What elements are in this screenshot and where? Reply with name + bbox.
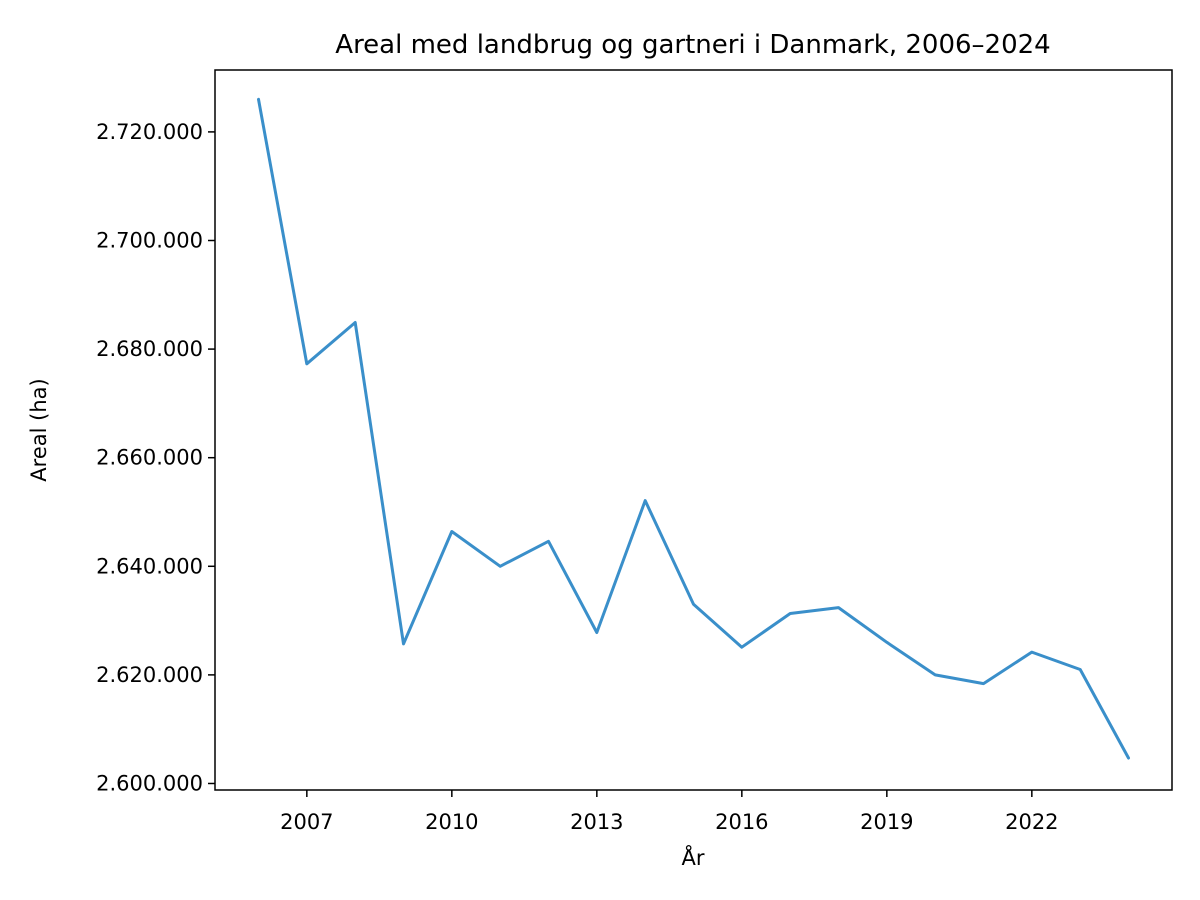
x-tick-label: 2022 <box>1005 810 1058 834</box>
x-tick-label: 2010 <box>425 810 478 834</box>
x-tick-label: 2013 <box>570 810 623 834</box>
chart-title: Areal med landbrug og gartneri i Danmark… <box>335 30 1050 60</box>
y-tick-label: 2.600.000 <box>96 771 203 795</box>
y-tick-label: 2.620.000 <box>96 663 203 687</box>
x-axis-ticks: 2007 2010 2013 2016 2019 2022 <box>280 790 1059 834</box>
x-tick-label: 2019 <box>860 810 913 834</box>
y-tick-label: 2.640.000 <box>96 554 203 578</box>
x-tick-label: 2016 <box>715 810 768 834</box>
y-axis-label: Areal (ha) <box>27 378 51 481</box>
y-tick-label: 2.700.000 <box>96 228 203 252</box>
y-tick-label: 2.680.000 <box>96 337 203 361</box>
plot-area-frame <box>214 69 1173 791</box>
x-axis-label: År <box>682 844 705 870</box>
y-axis-ticks: 2.600.000 2.620.000 2.640.000 2.660.000 2.68… <box>96 120 215 795</box>
series-line <box>257 97 1130 760</box>
x-tick-label: 2007 <box>280 810 333 834</box>
y-tick-label: 2.720.000 <box>96 120 203 144</box>
y-tick-label: 2.660.000 <box>96 446 203 470</box>
